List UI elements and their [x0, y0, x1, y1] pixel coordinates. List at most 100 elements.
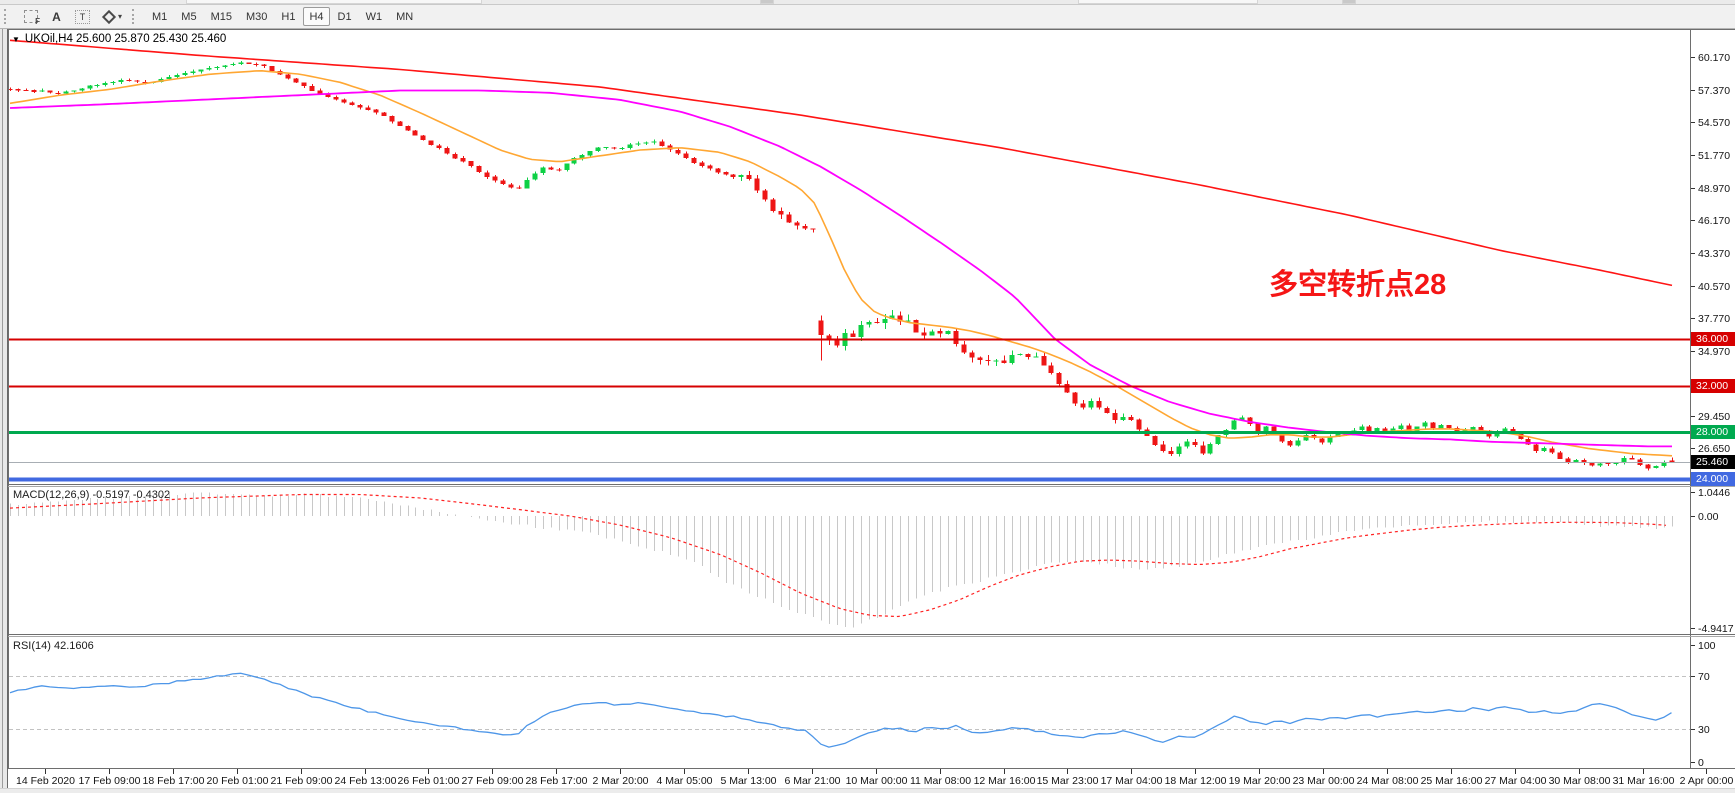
rsi-axis-label: 30 [1698, 724, 1710, 736]
chart-annotation-text[interactable]: 多空转折点28 [1269, 269, 1447, 301]
window-left-edge [0, 5, 8, 793]
time-axis-label: 27 Mar 04:00 [1485, 775, 1547, 787]
time-axis-label: 25 Mar 16:00 [1421, 775, 1483, 787]
time-axis-label: 21 Feb 09:00 [271, 775, 333, 787]
text-label-icon: A [52, 9, 61, 24]
price-axis-label: 57.370 [1698, 85, 1730, 97]
rsi-axis: 100 70 30 0 [1690, 640, 1716, 769]
bid-price-badge: 25.460 [1691, 455, 1735, 469]
macd-axis-label: 0.00 [1698, 511, 1719, 523]
time-axis-label: 17 Mar 04:00 [1101, 775, 1163, 787]
price-axis-label: 37.770 [1698, 313, 1730, 325]
ma-medium-line [9, 89, 1672, 448]
clipped-button [760, 0, 774, 4]
text-label-tool-button[interactable]: A [46, 7, 67, 26]
timeframe-button-m5[interactable]: M5 [175, 7, 202, 26]
dropdown-triangle-icon[interactable]: ▼ [12, 34, 20, 44]
macd-signal-line [9, 493, 1667, 618]
price-axis-label: 46.170 [1698, 215, 1730, 227]
time-axis-label: 19 Mar 20:00 [1229, 775, 1291, 787]
timeframe-button-m30[interactable]: M30 [240, 7, 273, 26]
clipped-button [1342, 0, 1356, 4]
toolbar-grip[interactable] [132, 9, 139, 24]
price-axis-label: 48.970 [1698, 183, 1730, 195]
time-axis: 14 Feb 2020 17 Feb 09:00 18 Feb 17:00 20 Fe… [16, 769, 1734, 787]
symbol-ohlc-text: UKOil,H4 25.600 25.870 25.430 25.460 [24, 33, 227, 45]
time-axis-label: 18 Feb 17:00 [143, 775, 205, 787]
timeframe-button-d1[interactable]: D1 [332, 7, 358, 26]
time-axis-label: 24 Feb 13:00 [335, 775, 397, 787]
text-box-icon: T [75, 9, 90, 24]
level-badge-36[interactable]: 36.000 [1691, 332, 1735, 346]
profiles-button[interactable]: F [18, 7, 44, 26]
time-axis-label: 11 Mar 08:00 [910, 775, 971, 787]
level-badge-32[interactable]: 32.000 [1691, 379, 1735, 393]
price-axis-label: 29.450 [1698, 411, 1730, 423]
rsi-axis-label: 100 [1698, 640, 1716, 652]
timeframe-button-m1[interactable]: M1 [146, 7, 173, 26]
rsi-indicator-label: RSI(14) 42.1606 [13, 640, 94, 652]
time-axis-label: 6 Mar 21:00 [784, 775, 840, 787]
time-axis-label: 28 Feb 17:00 [526, 775, 588, 787]
panel-borders [8, 29, 1735, 769]
ma-slow-line [9, 39, 1673, 287]
ma-fast-line [9, 70, 1673, 457]
time-axis-label: 20 Feb 01:00 [207, 775, 269, 787]
price-axis-label: 40.570 [1698, 281, 1730, 293]
macd-axis-label: -4.9417 [1698, 623, 1734, 635]
timeframe-button-m15[interactable]: M15 [205, 7, 238, 26]
dropdown-caret-icon: ▾ [118, 12, 123, 21]
chart-toolbar: F A T ▾ M1 M5 M15 M30 H1 H4 D1 W1 MN [0, 5, 1735, 29]
time-axis-label: 18 Mar 12:00 [1165, 775, 1227, 787]
time-axis-label: 30 Mar 08:00 [1549, 775, 1611, 787]
rsi-axis-label: 70 [1698, 671, 1710, 683]
time-axis-label: 14 Feb 2020 [16, 775, 75, 787]
text-box-tool-button[interactable]: T [69, 7, 96, 26]
objects-tool-button[interactable]: ▾ [98, 7, 128, 26]
clipped-button [1078, 0, 1258, 4]
price-axis-label: 51.770 [1698, 150, 1730, 162]
level-badge-28[interactable]: 28.000 [1691, 425, 1735, 439]
time-axis-label: 5 Mar 13:00 [720, 775, 776, 787]
time-axis-label: 10 Mar 00:00 [846, 775, 908, 787]
rsi-axis-label: 0 [1698, 757, 1704, 769]
macd-axis-label: 1.0446 [1698, 487, 1730, 499]
macd-histogram [10, 492, 1673, 628]
price-axis-label: 34.970 [1698, 346, 1730, 358]
macd-indicator-label: MACD(12,26,9) -0.5197 -0.4302 [13, 489, 171, 501]
chart-grid-icon: F [24, 10, 40, 26]
time-axis-label: 17 Feb 09:00 [79, 775, 141, 787]
candlestick-series [9, 61, 1675, 471]
time-axis-label: 4 Mar 05:00 [656, 775, 712, 787]
time-axis-label: 26 Feb 01:00 [398, 775, 460, 787]
time-axis-label: 2 Mar 20:00 [592, 775, 648, 787]
rsi-level-lines [9, 676, 1690, 730]
price-axis: 60.170 57.370 54.570 51.770 48.970 46.170 43.3… [1690, 52, 1730, 455]
window-bottom-edge [0, 788, 1735, 793]
timeframe-button-h4[interactable]: H4 [303, 7, 330, 26]
horizontal-level-lines[interactable] [9, 338, 1690, 482]
price-axis-label: 60.170 [1698, 52, 1730, 64]
timeframe-button-w1[interactable]: W1 [360, 7, 389, 26]
toolbar-grip[interactable] [4, 9, 11, 24]
macd-axis: 1.0446 0.00 -4.9417 [1690, 487, 1734, 635]
time-axis-label: 2 Apr 00:00 [1680, 775, 1734, 787]
price-axis-label: 54.570 [1698, 117, 1730, 129]
time-axis-label: 31 Mar 16:00 [1613, 775, 1675, 787]
chart-title: ▼ UKOil,H4 25.600 25.870 25.430 25.460 [12, 33, 226, 45]
rsi-line [9, 672, 1672, 748]
price-axis-label: 26.650 [1698, 443, 1730, 455]
time-axis-label: 15 Mar 23:00 [1037, 775, 1099, 787]
clipped-button [186, 0, 482, 4]
level-badge-24[interactable]: 24.000 [1691, 472, 1735, 486]
clipped-toolbar-row [0, 0, 1735, 5]
timeframe-button-h1[interactable]: H1 [275, 7, 301, 26]
timeframe-button-mn[interactable]: MN [390, 7, 419, 26]
time-axis-label: 23 Mar 00:00 [1293, 775, 1355, 787]
time-axis-label: 27 Feb 09:00 [462, 775, 524, 787]
price-axis-label: 43.370 [1698, 248, 1730, 260]
time-axis-label: 12 Mar 16:00 [974, 775, 1036, 787]
objects-icon [101, 9, 117, 24]
